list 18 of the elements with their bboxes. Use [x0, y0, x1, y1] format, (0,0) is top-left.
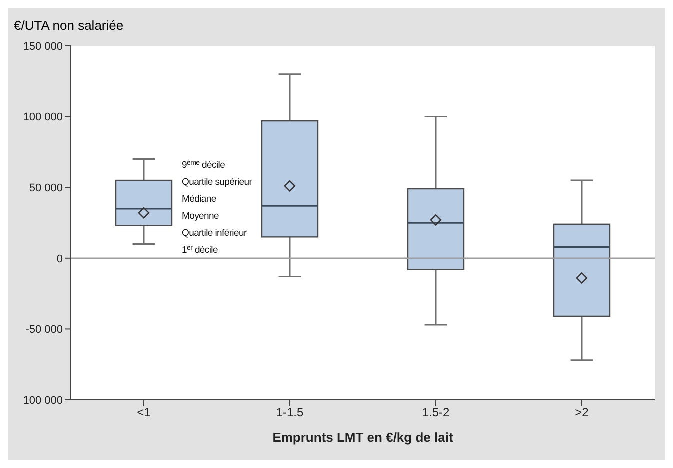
x-tick-label: 1.5-2 [422, 406, 450, 420]
y-axis-title: €/UTA non salariée [14, 18, 124, 33]
y-tick-label: 0 [56, 253, 63, 266]
y-tick-label: -50 000 [26, 324, 63, 336]
x-tick-label: <1 [137, 406, 152, 420]
text: 1$^{er}$ décile [182, 244, 218, 256]
y-tick-label: 100 000 [23, 112, 63, 124]
text: Quartile inférieur [182, 228, 247, 239]
y-tick-label: 50 000 [29, 182, 63, 195]
text: Médiane [182, 194, 216, 205]
x-axis-title: Emprunts LMT en €/kg de lait [272, 430, 454, 445]
x-tick-label: 1-1.5 [276, 406, 304, 420]
text: Quartile supérieur [182, 177, 252, 188]
x-tick-label: >2 [575, 406, 590, 420]
text: Moyenne [182, 211, 219, 222]
text: 9$^{ème}$ décile [182, 160, 226, 171]
y-tick-label: 100 000 [23, 394, 63, 407]
y-tick-label: 150 000 [23, 40, 63, 53]
